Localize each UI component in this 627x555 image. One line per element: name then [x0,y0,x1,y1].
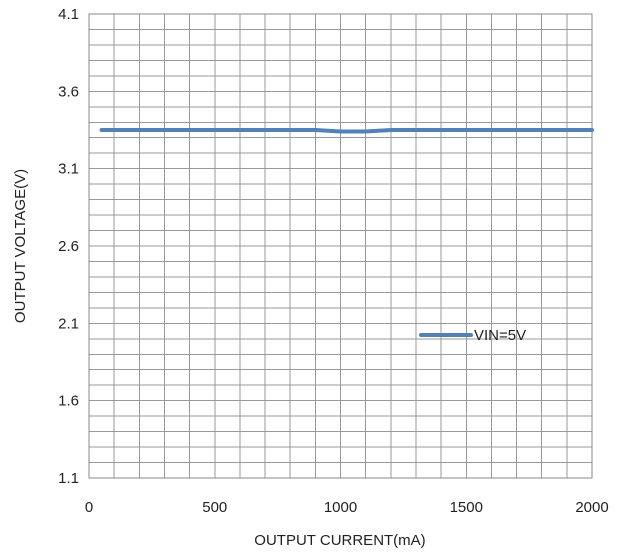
x-tick-label: 500 [202,499,227,516]
y-tick-label: 3.1 [58,161,79,178]
x-tick-label: 0 [85,499,93,516]
series-layer [99,128,594,134]
x-tick-label: 1500 [450,499,483,516]
y-tick-label: 1.1 [58,470,79,487]
x-axis-label: OUTPUT CURRENT(mA) [254,532,425,549]
y-axis-label: OUTPUT VOLTAGE(V) [12,169,29,323]
grid [88,13,593,479]
legend: VIN=5V [419,327,526,344]
plot-frame [88,13,593,479]
legend-label-vin-5v: VIN=5V [474,327,526,344]
x-tick-label: 2000 [575,499,608,516]
y-tick-label: 4.1 [58,6,79,23]
tick-labels: 0 500 1000 1500 2000 1.1 1.6 2.1 2.6 3.1 3.6 4.1 [58,6,609,516]
x-tick-label: 1000 [324,499,357,516]
y-tick-label: 2.6 [58,238,79,255]
y-tick-label: 3.6 [58,83,79,100]
series-line-vin-5v [99,128,594,134]
y-tick-label: 2.1 [58,315,79,332]
y-tick-label: 1.6 [58,393,79,410]
